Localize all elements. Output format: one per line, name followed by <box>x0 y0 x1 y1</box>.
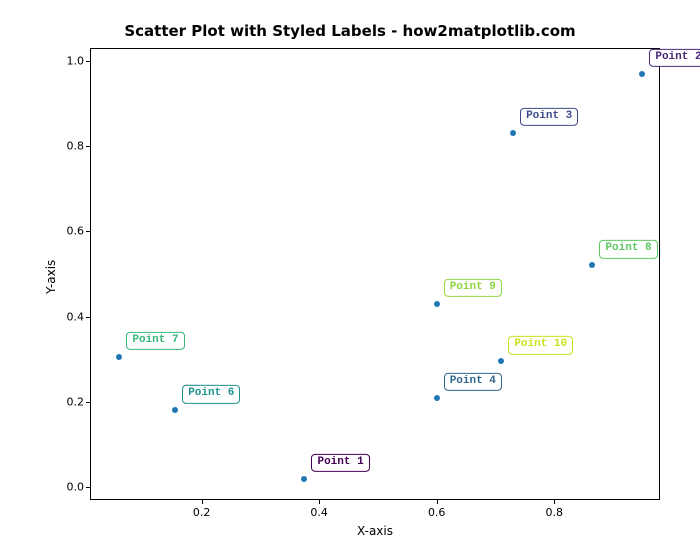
x-tick-label: 0.6 <box>428 506 446 519</box>
x-tick-label: 0.4 <box>310 506 328 519</box>
point-label: Point 1 <box>311 453 369 471</box>
point-label: Point 8 <box>599 240 657 258</box>
scatter-point <box>172 407 178 413</box>
scatter-point <box>116 354 122 360</box>
point-label: Point 3 <box>520 108 578 126</box>
point-label: Point 10 <box>508 336 573 354</box>
x-tick-label: 0.2 <box>193 506 211 519</box>
point-label: Point 7 <box>126 332 184 350</box>
y-tick-label: 1.0 <box>64 54 84 67</box>
x-tick-mark <box>202 500 203 504</box>
scatter-point <box>301 476 307 482</box>
y-tick-label: 0.0 <box>64 481 84 494</box>
point-label: Point 9 <box>444 279 502 297</box>
x-tick-mark <box>319 500 320 504</box>
scatter-point <box>434 301 440 307</box>
scatter-point <box>434 395 440 401</box>
y-tick-mark <box>86 487 90 488</box>
x-tick-label: 0.8 <box>545 506 563 519</box>
y-tick-label: 0.2 <box>64 395 84 408</box>
y-tick-mark <box>86 146 90 147</box>
y-tick-mark <box>86 231 90 232</box>
scatter-point <box>498 358 504 364</box>
point-label: Point 4 <box>444 372 502 390</box>
chart-title: Scatter Plot with Styled Labels - how2ma… <box>0 22 700 40</box>
scatter-point <box>639 71 645 77</box>
x-axis-label: X-axis <box>90 524 660 538</box>
point-label: Point 2 <box>649 48 700 66</box>
y-tick-mark <box>86 402 90 403</box>
x-tick-mark <box>554 500 555 504</box>
x-tick-mark <box>437 500 438 504</box>
y-tick-label: 0.8 <box>64 140 84 153</box>
y-tick-label: 0.4 <box>64 310 84 323</box>
scatter-point <box>589 262 595 268</box>
y-tick-mark <box>86 61 90 62</box>
scatter-point <box>510 130 516 136</box>
y-tick-label: 0.6 <box>64 225 84 238</box>
y-axis-label: Y-axis <box>44 260 58 294</box>
figure: Scatter Plot with Styled Labels - how2ma… <box>0 0 700 560</box>
point-label: Point 6 <box>182 385 240 403</box>
y-tick-mark <box>86 317 90 318</box>
